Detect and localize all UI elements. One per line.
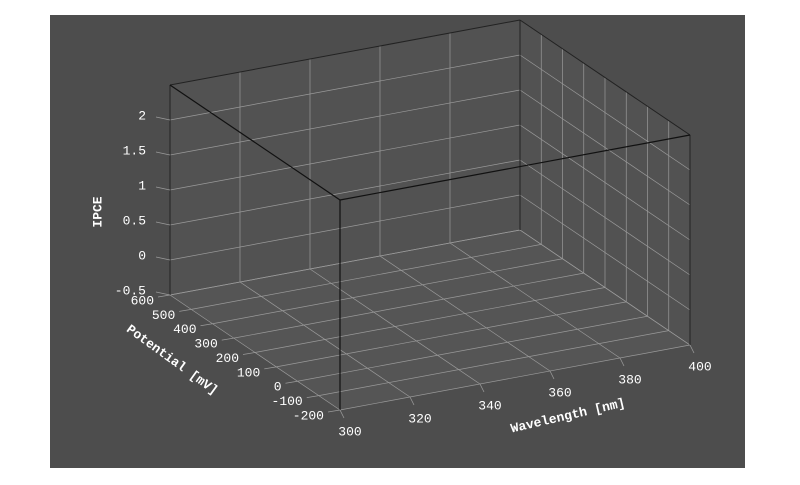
tick-mark — [157, 294, 171, 298]
grid-line — [169, 124, 521, 191]
grid-line — [254, 287, 606, 353]
box-edge — [519, 19, 691, 136]
z-tick-label: 0.5 — [123, 213, 146, 228]
y-tick-label: 100 — [237, 365, 260, 380]
tick-mark — [409, 396, 415, 406]
grid-line — [519, 194, 691, 311]
tick-mark — [221, 337, 234, 341]
front-edges: 300320340360380400-200-10001002003004005… — [115, 84, 712, 439]
grid-line — [212, 258, 563, 325]
grid-line — [233, 272, 584, 339]
y-tick-label: 200 — [216, 351, 239, 366]
tick-mark — [155, 151, 171, 156]
y-tick-label: 0 — [274, 380, 282, 395]
tick-mark — [200, 323, 213, 327]
grid-line — [318, 330, 669, 396]
tick-mark — [155, 256, 171, 261]
z-tick-label: 1 — [138, 178, 146, 193]
grid-line — [169, 229, 521, 296]
x-tick-label: 400 — [688, 359, 711, 374]
y-tick-label: 300 — [194, 337, 217, 352]
grid-line — [169, 89, 521, 156]
grid-line — [519, 89, 691, 206]
tick-mark — [285, 380, 298, 384]
tick-mark — [306, 395, 319, 399]
tick-mark — [549, 370, 555, 380]
y-tick-label: 400 — [173, 322, 196, 337]
y-tick-label: 600 — [131, 293, 154, 308]
tick-mark — [155, 221, 171, 226]
tick-mark — [327, 409, 341, 413]
grid-line — [519, 54, 691, 171]
grid-line — [191, 244, 542, 310]
x-tick-label: 380 — [618, 372, 641, 387]
tick-mark — [155, 291, 171, 296]
grid-line — [169, 159, 521, 226]
z-tick-label: 2 — [138, 108, 146, 123]
grid-line — [339, 344, 691, 411]
grid-line — [169, 194, 521, 261]
y-tick-label: -100 — [272, 394, 303, 409]
tick-mark — [479, 383, 485, 393]
grid-line — [519, 229, 691, 346]
x-tick-label: 300 — [338, 424, 361, 439]
tick-mark — [264, 366, 277, 370]
x-tick-label: 320 — [408, 411, 431, 426]
tick-mark — [619, 357, 625, 367]
z-axis-label: IPCE — [90, 196, 105, 227]
z-tick-label: -0.5 — [115, 283, 146, 298]
tick-mark — [689, 344, 695, 354]
y-tick-label: -200 — [293, 408, 324, 423]
grid-line — [297, 315, 648, 382]
grid-line — [169, 54, 521, 121]
tick-mark — [155, 116, 171, 121]
box-edge — [169, 19, 521, 86]
z-tick-label: 1.5 — [123, 143, 146, 158]
tick-mark — [179, 308, 192, 312]
tick-mark — [155, 186, 171, 191]
y-tick-label: 500 — [152, 308, 175, 323]
box-edge — [339, 134, 691, 201]
grid-line — [276, 301, 627, 368]
x-tick-label: 340 — [478, 398, 501, 413]
box-edge — [169, 84, 341, 201]
tick-mark — [339, 409, 345, 419]
grid-line — [519, 124, 691, 241]
x-tick-label: 360 — [548, 385, 571, 400]
grid-line — [519, 159, 691, 276]
z-tick-label: 0 — [138, 248, 146, 263]
walls — [169, 19, 691, 411]
tick-mark — [242, 352, 256, 355]
